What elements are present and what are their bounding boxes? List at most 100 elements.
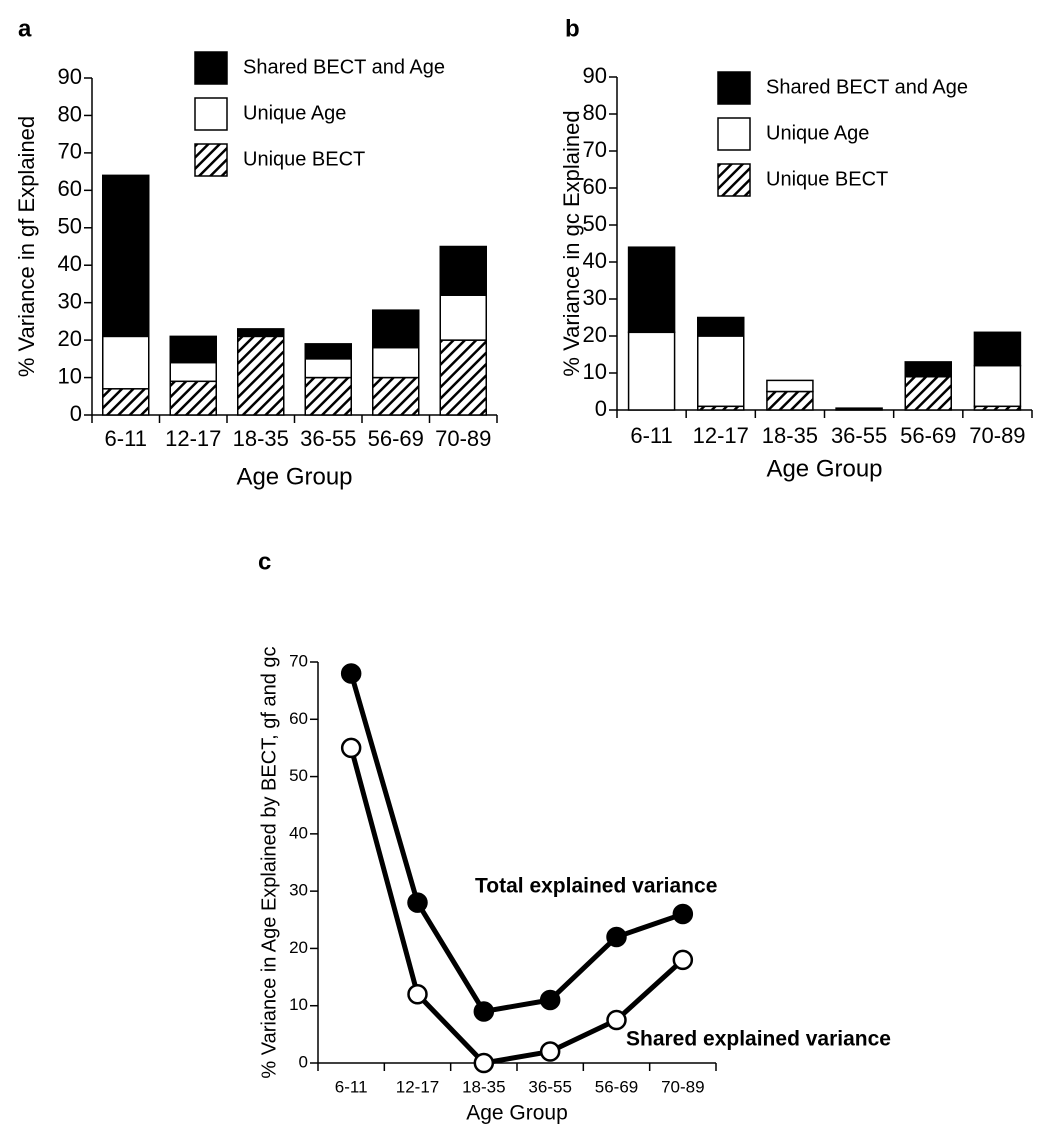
legend-swatch (717, 163, 751, 197)
marker (606, 926, 627, 948)
x-tick-label: 12-17 (693, 423, 749, 448)
x-tick-label: 56-69 (595, 1077, 638, 1096)
y-tick-label: 40 (583, 248, 607, 273)
y-tick-label: 0 (70, 401, 82, 426)
bar-segment (697, 335, 745, 408)
marker (539, 989, 561, 1011)
bar-segment (237, 335, 285, 416)
bar-segment (904, 361, 952, 378)
bar-segment (627, 246, 676, 334)
x-tick-label: 70-89 (661, 1077, 704, 1096)
x-tick-label: 18-35 (762, 423, 818, 448)
y-tick-label: 0 (299, 1052, 308, 1071)
series-line (348, 672, 684, 1014)
marker (539, 1041, 561, 1062)
bar-segment (102, 388, 150, 416)
series-annotation: Total explained variance (475, 875, 717, 898)
panel-label: b (565, 15, 580, 42)
marker (473, 1001, 495, 1022)
legend-label: Unique BECT (766, 168, 888, 190)
x-tick-label: 36-55 (528, 1077, 571, 1096)
marker (407, 892, 428, 913)
y-axis-title: % Variance in gc Explained (559, 110, 584, 376)
legend-label: Shared BECT and Age (766, 76, 968, 98)
bar-segment (766, 379, 814, 393)
x-tick-label: 56-69 (900, 423, 956, 448)
bar-segment (372, 309, 420, 349)
bar-segment (973, 364, 1022, 408)
x-tick-label: 36-55 (300, 426, 356, 451)
y-tick-label: 40 (289, 823, 308, 842)
y-tick-label: 90 (583, 63, 607, 88)
bar-segment (169, 335, 217, 364)
y-tick-label: 70 (58, 139, 82, 164)
y-tick-label: 50 (58, 214, 82, 239)
y-tick-label: 50 (583, 211, 607, 236)
bar-segment (372, 376, 420, 416)
y-tick-label: 80 (583, 100, 607, 125)
x-tick-label: 18-35 (462, 1077, 505, 1096)
bar-segment (102, 335, 150, 390)
y-tick-label: 60 (289, 709, 308, 728)
y-tick-label: 40 (58, 251, 82, 276)
marker (606, 1009, 627, 1031)
x-axis-title: Age Group (766, 455, 882, 482)
x-tick-label: 36-55 (831, 423, 887, 448)
bar-segment (169, 380, 217, 416)
x-tick-label: 56-69 (368, 426, 424, 451)
y-tick-label: 30 (58, 288, 82, 313)
bar-segment (439, 339, 487, 416)
bar-segment (304, 343, 352, 360)
bar-segment (904, 375, 952, 411)
bar-segment (169, 361, 217, 383)
bar-segment (304, 376, 352, 416)
bar-segment (304, 358, 352, 379)
panel-label: c (258, 548, 271, 575)
x-tick-label: 70-89 (435, 426, 491, 451)
legend-swatch (717, 117, 751, 151)
legend-label: Unique BECT (243, 148, 365, 170)
legend-swatch (194, 51, 228, 85)
y-axis-title: % Variance in Age Explained by BECT, gf … (258, 646, 280, 1078)
y-tick-label: 30 (289, 881, 308, 900)
y-tick-label: 20 (58, 326, 82, 351)
marker (473, 1052, 495, 1074)
bar-segment (102, 174, 150, 338)
y-tick-label: 20 (583, 322, 607, 347)
legend-label: Shared BECT and Age (243, 56, 445, 78)
y-tick-label: 90 (58, 64, 82, 89)
x-tick-label: 18-35 (233, 426, 289, 451)
series-line (348, 747, 685, 1066)
panel-label: a (18, 15, 32, 42)
y-axis-title: % Variance in gf Explained (14, 116, 39, 377)
bar-segment (973, 331, 1022, 367)
y-tick-label: 60 (58, 176, 82, 201)
bar-segment (766, 390, 814, 411)
marker (340, 737, 362, 759)
series-annotation: Shared explained variance (626, 1028, 891, 1051)
y-tick-label: 0 (595, 396, 607, 421)
y-tick-label: 70 (289, 651, 308, 670)
y-tick-label: 10 (58, 363, 82, 388)
bar-segment (627, 331, 676, 411)
legend-swatch (717, 71, 751, 105)
legend-label: Unique Age (766, 122, 869, 144)
marker (407, 984, 428, 1005)
bar-segment (697, 316, 745, 337)
bar-segment (372, 346, 420, 379)
x-tick-label: 70-89 (969, 423, 1025, 448)
legend-swatch (194, 143, 228, 177)
x-tick-label: 6-11 (630, 423, 672, 448)
marker (340, 663, 362, 684)
x-tick-label: 12-17 (165, 426, 221, 451)
y-tick-label: 30 (583, 285, 607, 310)
bar-segment (439, 294, 487, 341)
bar-segment (439, 245, 487, 296)
x-axis-title: Age Group (466, 1102, 568, 1125)
bar-segment (237, 328, 285, 338)
y-tick-label: 20 (289, 938, 308, 957)
legend-label: Unique Age (243, 102, 346, 124)
y-tick-label: 70 (583, 137, 607, 162)
